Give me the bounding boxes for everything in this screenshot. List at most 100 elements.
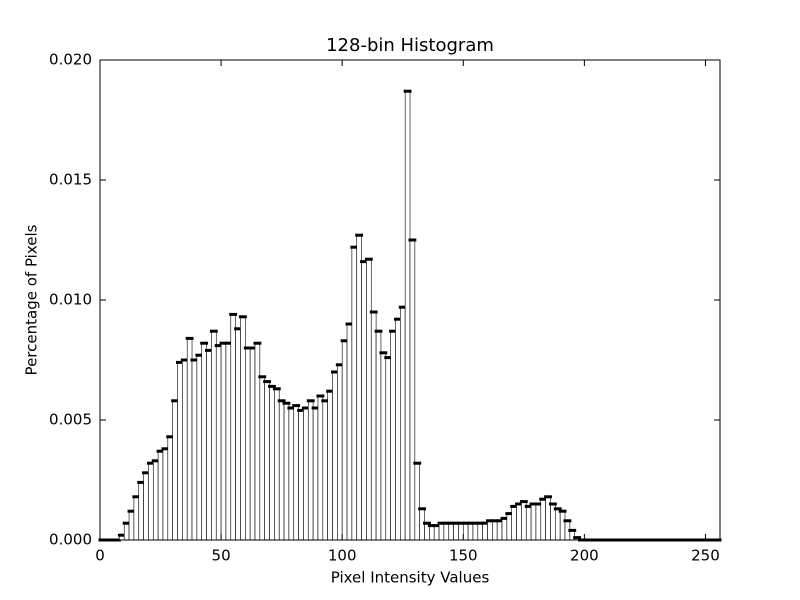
bar bbox=[390, 330, 396, 541]
bar bbox=[453, 522, 459, 541]
bar bbox=[133, 496, 140, 541]
bar bbox=[283, 402, 290, 541]
bar bbox=[298, 410, 304, 541]
bar bbox=[555, 508, 561, 541]
bar bbox=[409, 239, 416, 541]
x-axis-label: Pixel Intensity Values bbox=[331, 569, 490, 587]
bar bbox=[172, 400, 178, 541]
bar bbox=[438, 522, 445, 541]
bar bbox=[462, 522, 469, 541]
bar bbox=[215, 345, 222, 541]
bar bbox=[400, 306, 406, 541]
y-tick-label: 0.005 bbox=[49, 411, 92, 429]
bar bbox=[332, 371, 338, 541]
bar bbox=[375, 330, 382, 541]
bar bbox=[395, 318, 401, 541]
bar bbox=[317, 395, 324, 541]
bar bbox=[414, 462, 420, 541]
x-tick-label: 50 bbox=[212, 547, 231, 565]
bar bbox=[472, 522, 479, 541]
bar bbox=[525, 506, 532, 541]
bar bbox=[467, 522, 474, 541]
bar bbox=[477, 522, 483, 541]
bar bbox=[278, 400, 285, 541]
bar bbox=[487, 520, 493, 541]
bar bbox=[303, 407, 309, 541]
bar bbox=[138, 482, 144, 541]
bar bbox=[245, 347, 251, 541]
bar bbox=[356, 234, 362, 541]
bar bbox=[322, 400, 328, 541]
bar bbox=[235, 328, 241, 541]
bar bbox=[559, 510, 566, 541]
x-tick-label: 200 bbox=[570, 547, 599, 565]
bar bbox=[128, 510, 135, 541]
bar bbox=[157, 450, 164, 541]
bar bbox=[516, 503, 522, 541]
bar bbox=[448, 522, 454, 541]
bar bbox=[429, 525, 435, 541]
bar bbox=[443, 522, 450, 541]
bar bbox=[152, 460, 159, 541]
bar bbox=[211, 330, 217, 541]
bar bbox=[496, 520, 503, 541]
bar bbox=[361, 261, 367, 541]
x-tick-label: 150 bbox=[449, 547, 478, 565]
bar bbox=[535, 503, 542, 541]
bar bbox=[186, 338, 193, 541]
bar bbox=[220, 342, 227, 541]
bar bbox=[206, 350, 212, 541]
y-axis-label: Percentage of Pixels bbox=[23, 224, 41, 375]
bar bbox=[351, 246, 358, 541]
bar bbox=[254, 342, 261, 541]
bar bbox=[225, 342, 232, 541]
bar bbox=[230, 314, 236, 541]
bar bbox=[492, 520, 498, 541]
bar bbox=[167, 436, 173, 541]
bar bbox=[385, 357, 391, 541]
bar bbox=[123, 522, 130, 541]
bar bbox=[458, 522, 464, 541]
bar bbox=[293, 405, 299, 541]
bar bbox=[530, 503, 537, 541]
bar bbox=[307, 400, 314, 541]
bar bbox=[370, 311, 377, 541]
bar bbox=[511, 506, 517, 541]
bar bbox=[337, 364, 343, 541]
y-tick-label: 0.020 bbox=[49, 51, 92, 69]
bar bbox=[191, 359, 198, 541]
bar bbox=[177, 362, 183, 541]
x-tick-label: 0 bbox=[95, 547, 105, 565]
bar bbox=[433, 525, 440, 541]
bar bbox=[269, 386, 275, 541]
bar bbox=[264, 381, 270, 541]
bar bbox=[501, 518, 508, 541]
bar bbox=[540, 498, 546, 541]
bar bbox=[201, 342, 207, 541]
y-tick-label: 0.000 bbox=[49, 531, 92, 549]
bar bbox=[182, 359, 188, 541]
bar bbox=[380, 352, 387, 541]
x-tick-label: 100 bbox=[328, 547, 357, 565]
bar bbox=[341, 340, 348, 541]
bar bbox=[327, 390, 333, 541]
bar bbox=[404, 90, 411, 541]
bar bbox=[196, 354, 203, 541]
bar bbox=[288, 407, 295, 541]
bar bbox=[346, 323, 353, 541]
y-tick-label: 0.015 bbox=[49, 171, 92, 189]
bar bbox=[240, 316, 246, 541]
bar bbox=[148, 462, 154, 541]
bar bbox=[482, 522, 488, 541]
bar bbox=[143, 472, 149, 541]
bar bbox=[249, 347, 256, 541]
bar bbox=[366, 258, 372, 541]
bar bbox=[259, 376, 265, 541]
y-tick-label: 0.010 bbox=[49, 291, 92, 309]
chart-title: 128-bin Histogram bbox=[326, 35, 494, 56]
bar bbox=[162, 448, 169, 541]
bar bbox=[506, 513, 513, 541]
bar bbox=[312, 407, 319, 541]
bar bbox=[274, 388, 280, 541]
